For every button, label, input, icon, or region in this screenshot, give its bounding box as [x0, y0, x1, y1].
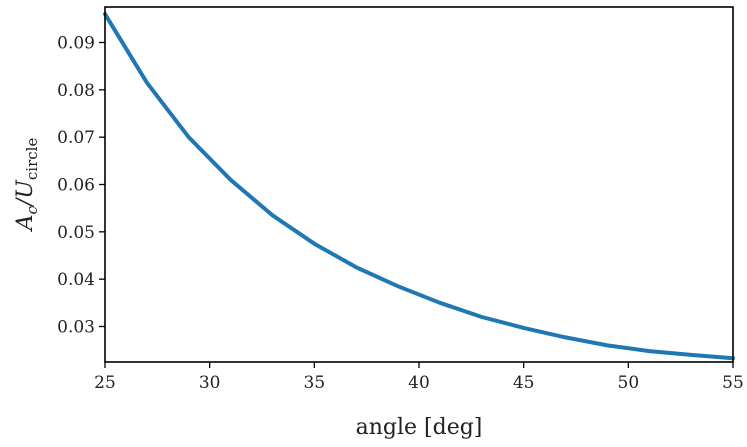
plot-frame	[104, 6, 734, 363]
plot-area	[105, 7, 733, 362]
x-tick-label: 50	[618, 373, 640, 393]
y-tick-label: 0.04	[57, 270, 95, 290]
y-tick-label: 0.07	[57, 128, 95, 148]
x-axis-ticks: 25 30 35 40 45 50 55	[94, 362, 744, 393]
y-tick-label: 0.03	[57, 318, 95, 338]
x-tick-label: 25	[94, 373, 116, 393]
x-tick-label: 35	[304, 373, 326, 393]
x-tick-label: 45	[513, 373, 535, 393]
y-axis-title: Ac/Ucircle	[13, 138, 41, 233]
y-tick-label: 0.09	[57, 34, 95, 54]
svg-text:Ac/Ucircle: Ac/Ucircle	[13, 138, 41, 233]
y-axis-title-main: A	[13, 214, 38, 232]
y-axis-title-mid: /U	[13, 179, 38, 208]
data-series-line	[103, 12, 735, 361]
x-tick-label: 55	[722, 373, 744, 393]
x-tick-label: 40	[408, 373, 430, 393]
y-tick-label: 0.05	[57, 223, 95, 243]
y-tick-label: 0.08	[57, 81, 95, 101]
y-axis-title-sub2: circle	[23, 138, 41, 181]
y-axis-title-sub: c	[23, 205, 41, 214]
y-tick-label: 0.06	[57, 176, 95, 196]
y-axis-ticks: 0.03 0.04 0.05 0.06 0.07 0.08 0.09	[57, 34, 105, 338]
x-tick-label: 30	[199, 373, 221, 393]
x-axis-title: angle [deg]	[356, 415, 483, 440]
